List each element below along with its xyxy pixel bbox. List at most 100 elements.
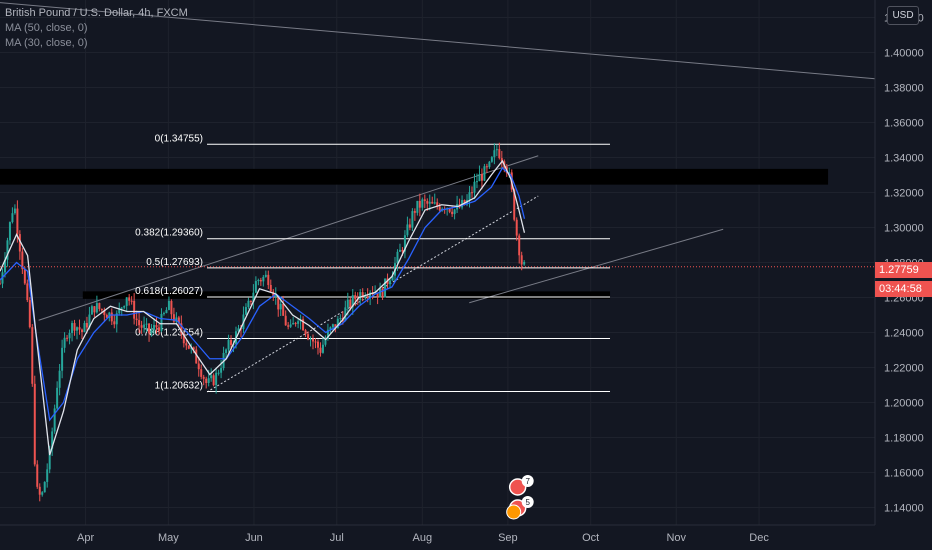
- candle-body: [80, 329, 83, 333]
- candle-body: [314, 341, 317, 343]
- candle-body: [282, 303, 285, 316]
- candle-body: [498, 149, 501, 159]
- candle-body: [364, 296, 367, 298]
- candle-body: [436, 202, 439, 207]
- candle-body: [215, 372, 218, 386]
- time-tick-label: Nov: [666, 532, 686, 544]
- candle-body: [170, 300, 173, 315]
- candle-body: [230, 340, 233, 345]
- support-resistance-zone[interactable]: [0, 168, 829, 185]
- candle-body: [56, 387, 59, 409]
- event-marker-icon[interactable]: [506, 504, 522, 520]
- price-tick-label: 1.20000: [884, 398, 924, 410]
- candle-body: [523, 261, 526, 265]
- candle-body: [3, 259, 6, 273]
- support-resistance-zone[interactable]: [82, 291, 611, 299]
- candle-body: [376, 292, 379, 298]
- candle-body: [108, 312, 111, 318]
- price-tick-label: 1.18000: [884, 433, 924, 445]
- candle-body: [513, 189, 516, 220]
- candle-body: [379, 288, 382, 298]
- candle-body: [237, 328, 240, 332]
- candle-body: [262, 276, 265, 282]
- candle-body: [205, 378, 208, 384]
- trend-lines[interactable]: [0, 2, 876, 393]
- event-marker-icon[interactable]: [508, 478, 527, 496]
- candle-body: [118, 308, 121, 314]
- candle-body: [461, 200, 464, 208]
- candle-body: [153, 325, 156, 330]
- price-tick-label: 1.30000: [884, 223, 924, 235]
- candle-body: [421, 199, 424, 208]
- candle-body: [187, 345, 190, 349]
- candle-body: [220, 368, 223, 373]
- candle-body: [38, 486, 41, 495]
- candle-body: [289, 324, 292, 327]
- trend-line[interactable]: [469, 228, 724, 304]
- candle-body: [6, 240, 9, 260]
- candle-body: [264, 274, 267, 277]
- trend-line[interactable]: [0, 2, 876, 80]
- candle-body: [33, 383, 36, 465]
- event-count-label: 7: [525, 477, 530, 486]
- candle-body: [36, 464, 39, 487]
- candle-body: [26, 283, 29, 301]
- candle-body: [133, 300, 136, 319]
- candle-body: [336, 318, 339, 329]
- candle-body: [490, 157, 493, 162]
- candle-body: [247, 300, 250, 308]
- trend-line[interactable]: [38, 155, 539, 321]
- candle-body: [16, 208, 19, 235]
- candle-body: [177, 317, 180, 324]
- symbol-title[interactable]: British Pound / U.S. Dollar, 4h, FXCM: [5, 7, 188, 19]
- price-tick-label: 1.32000: [884, 188, 924, 200]
- candle-body: [284, 315, 287, 326]
- moving-averages: [0, 159, 526, 456]
- candle-body: [155, 325, 158, 328]
- ma30-line: [0, 159, 526, 456]
- candle-body: [319, 347, 322, 353]
- chart-legend: British Pound / U.S. Dollar, 4h, FXCM MA…: [5, 6, 188, 51]
- time-tick-label: Oct: [582, 532, 599, 544]
- grid: [0, 0, 875, 525]
- price-tick-label: 1.40000: [884, 48, 924, 60]
- candle-body: [463, 200, 466, 205]
- candle-body: [500, 158, 503, 162]
- event-count-label: 5: [525, 498, 530, 507]
- candle-body: [473, 181, 476, 193]
- candle-body: [413, 211, 416, 213]
- candle-body: [113, 321, 116, 325]
- ma30-legend[interactable]: MA (30, close, 0): [5, 37, 88, 49]
- candle-body: [162, 313, 165, 315]
- candle-body: [329, 327, 332, 330]
- candle-body: [61, 347, 64, 371]
- event-markers[interactable]: 75: [506, 475, 534, 520]
- candle-body: [76, 327, 79, 331]
- candle-body: [326, 329, 329, 339]
- fib-level-label: 0.786(1.23654): [135, 328, 203, 339]
- candle-body: [391, 275, 394, 281]
- candle-body: [48, 448, 51, 470]
- candle-body: [316, 341, 319, 348]
- currency-badge[interactable]: USD: [887, 6, 919, 25]
- candle-body: [11, 213, 14, 223]
- candle-body: [279, 303, 282, 310]
- ma50-legend[interactable]: MA (50, close, 0): [5, 22, 88, 34]
- candle-body: [51, 431, 54, 449]
- candle-body: [304, 330, 307, 335]
- candle-body: [148, 323, 151, 334]
- candle-body: [403, 235, 406, 252]
- candle-body: [53, 408, 56, 432]
- candle-body: [195, 349, 198, 364]
- candle-body: [411, 211, 414, 228]
- bar-countdown-tag: 03:44:58: [875, 281, 932, 297]
- candle-body: [267, 274, 270, 285]
- candle-body: [90, 306, 93, 315]
- time-tick-label: Sep: [498, 532, 518, 544]
- candle-body: [31, 327, 34, 384]
- time-axis[interactable]: [0, 525, 932, 550]
- candle-body: [274, 295, 277, 298]
- candle-body: [508, 172, 511, 174]
